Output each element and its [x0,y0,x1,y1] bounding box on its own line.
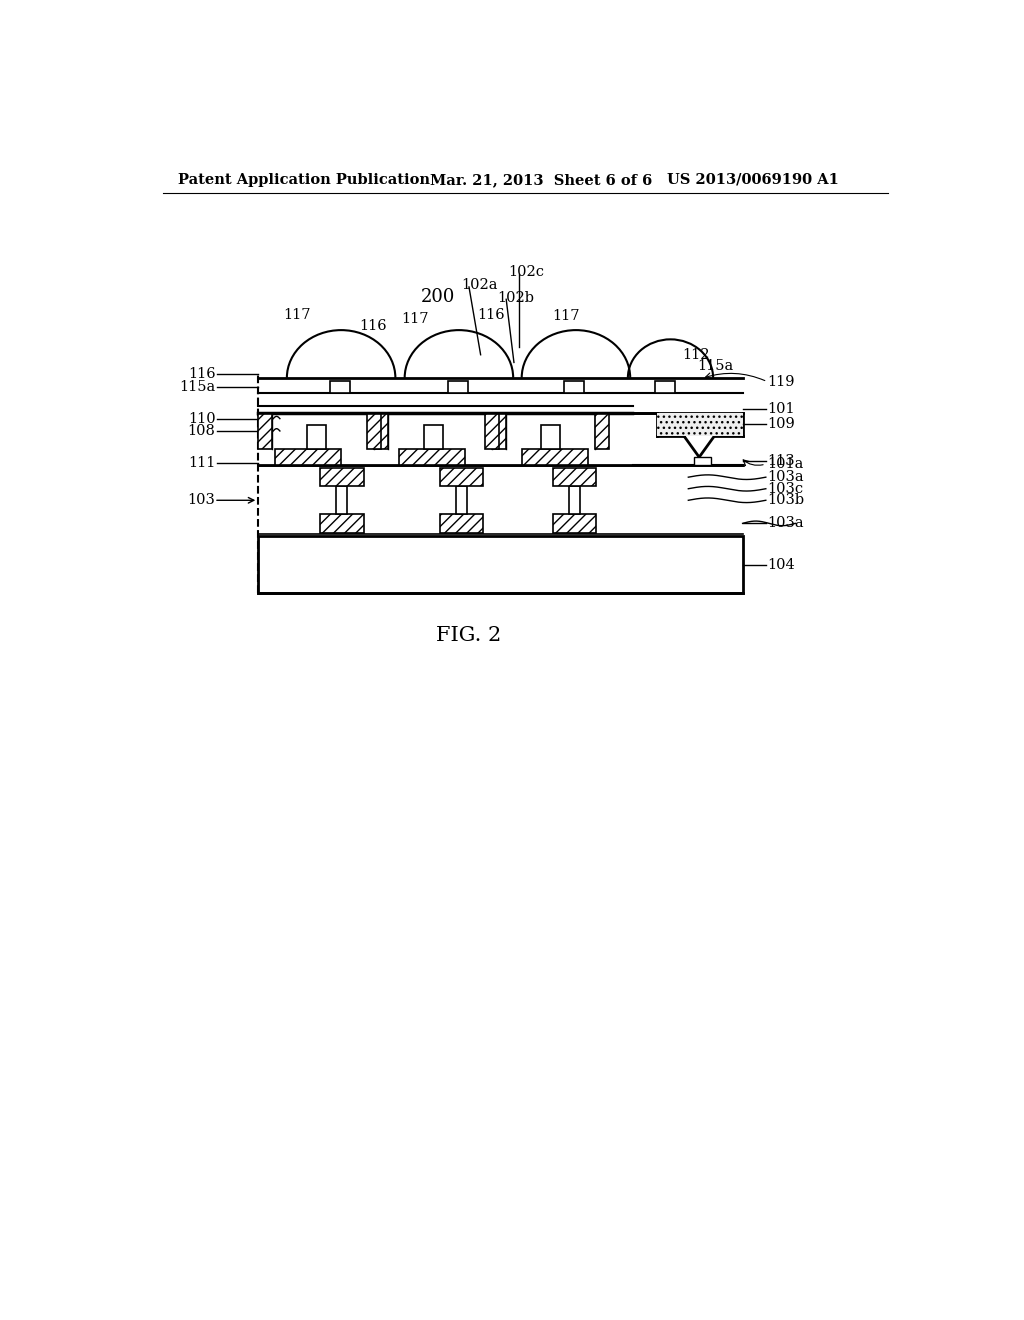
Bar [553,515,596,533]
Bar [424,425,442,449]
Bar [456,487,467,515]
Bar [449,381,468,393]
Text: 108: 108 [187,424,216,438]
Text: 103: 103 [187,494,216,507]
Bar [521,450,588,465]
Bar [595,414,608,449]
Text: 115a: 115a [179,380,216,395]
Bar [399,450,465,465]
Text: 102a: 102a [461,279,498,293]
Text: 111: 111 [188,455,216,470]
Text: 103b: 103b [767,494,805,507]
Bar [375,414,388,449]
Text: 112: 112 [682,347,710,362]
Text: 115a: 115a [697,359,734,374]
Bar [439,469,483,487]
Bar [368,414,381,449]
Text: 101: 101 [767,403,795,416]
Bar [330,381,349,393]
Bar [541,425,560,449]
Text: 102b: 102b [497,290,534,305]
Text: 117: 117 [401,312,428,326]
Text: 116: 116 [188,367,216,381]
Text: 109: 109 [767,417,795,432]
Text: 102c: 102c [508,265,544,280]
Text: 103c: 103c [767,482,804,496]
Text: Mar. 21, 2013  Sheet 6 of 6: Mar. 21, 2013 Sheet 6 of 6 [430,173,652,187]
Bar [321,515,364,533]
Text: US 2013/0069190 A1: US 2013/0069190 A1 [667,173,839,187]
Bar [258,414,272,449]
Text: 119: 119 [767,375,795,388]
Bar [307,425,326,449]
Text: 110: 110 [188,412,216,425]
Bar [439,515,483,533]
Text: Patent Application Publication: Patent Application Publication [178,173,430,187]
Bar [655,381,675,393]
Text: 117: 117 [284,308,310,322]
Text: 200: 200 [421,288,456,306]
Text: 103a: 103a [767,470,804,484]
Text: 117: 117 [552,309,580,323]
Text: 101a: 101a [767,457,804,471]
Text: 116: 116 [359,319,387,333]
Text: 113: 113 [767,454,795,469]
Bar [321,469,364,487]
Bar [258,536,742,594]
Bar [693,457,711,465]
Bar [485,414,500,449]
Text: 116: 116 [477,308,505,322]
Bar [569,487,580,515]
Bar [275,450,341,465]
Bar [493,414,506,449]
Bar [563,381,584,393]
Text: 103a: 103a [767,516,804,531]
Text: 104: 104 [767,557,795,572]
Text: FIG. 2: FIG. 2 [436,626,502,645]
Bar [656,413,742,436]
Bar [553,469,596,487]
Bar [337,487,347,515]
